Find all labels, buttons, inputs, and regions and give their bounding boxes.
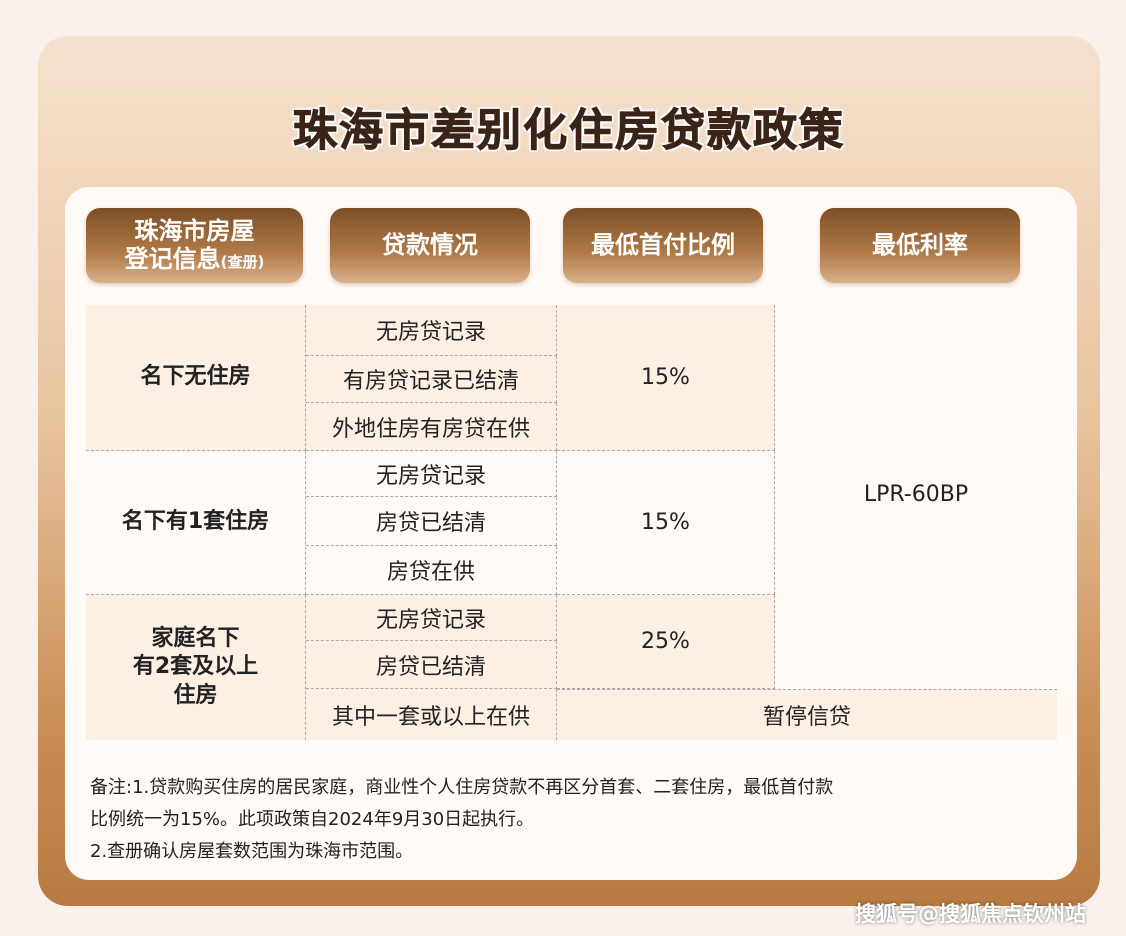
header-text: 登记信息 [124, 244, 221, 273]
loan-status-cell: 房贷已结清 [306, 641, 557, 689]
group-label: 家庭名下 有2套及以上 住房 [86, 595, 306, 740]
group-label-line: 有2套及以上 [132, 654, 259, 680]
header-suffix: (查册) [220, 252, 265, 271]
header-min-rate: 最低利率 [820, 208, 1020, 283]
notes: 备注:1.贷款购买住房的居民家庭，商业性个人住房贷款不再区分首套、二套住房，最低… [90, 772, 1070, 868]
note-line: 2.查册确认房屋套数范围为珠海市范围。 [90, 841, 414, 862]
loan-status-cell: 其中一套或以上在供 [306, 689, 557, 740]
rate-cell: LPR-60BP [775, 305, 1057, 689]
loan-status-cell: 房贷在供 [306, 546, 557, 595]
note-line: 比例统一为15%。此项政策自2024年9月30日起执行。 [90, 809, 535, 830]
down-payment-cell: 15% [557, 451, 775, 595]
header-min-down-payment: 最低首付比例 [563, 208, 763, 283]
suspended-cell: 暂停信贷 [557, 689, 1057, 740]
group-label-line: 住房 [173, 682, 218, 708]
loan-status-cell: 有房贷记录已结清 [306, 356, 557, 403]
down-payment-cell: 25% [557, 595, 775, 689]
header-loan-status: 贷款情况 [330, 208, 530, 283]
loan-status-cell: 房贷已结清 [306, 497, 557, 546]
loan-status-cell: 无房贷记录 [306, 451, 557, 497]
page-title: 珠海市差别化住房贷款政策 [293, 105, 845, 157]
down-payment-cell: 15% [557, 305, 775, 451]
loan-status-cell: 外地住房有房贷在供 [306, 403, 557, 451]
group-label-line: 家庭名下 [151, 625, 240, 651]
group-label: 名下有1套住房 [86, 451, 306, 595]
header-text: 珠海市房屋 [134, 216, 255, 245]
watermark: 搜狐号@搜狐焦点钦州站 [855, 902, 1086, 926]
header-registration-info: 珠海市房屋 登记信息(查册) [86, 208, 303, 283]
loan-status-cell: 无房贷记录 [306, 305, 557, 356]
group-label: 名下无住房 [86, 305, 306, 451]
loan-status-cell: 无房贷记录 [306, 595, 557, 641]
note-line: 备注:1.贷款购买住房的居民家庭，商业性个人住房贷款不再区分首套、二套住房，最低… [90, 777, 834, 798]
